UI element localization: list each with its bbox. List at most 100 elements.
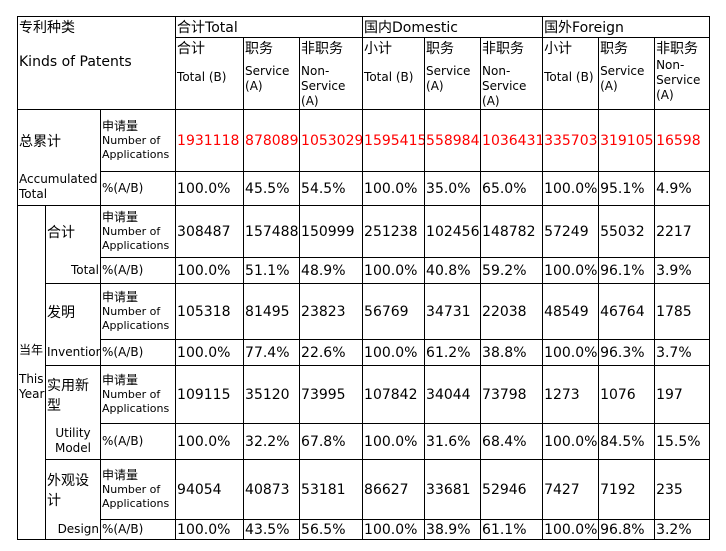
cell-value: 23823: [300, 284, 363, 340]
num-apps-label: 申请量 Number of Applications: [101, 460, 176, 520]
cell-value: 96.3%: [599, 340, 655, 366]
cell-value: 102456: [425, 206, 481, 258]
cell-value: 558984: [425, 110, 481, 172]
cell-value: 86627: [363, 460, 425, 520]
cell-value: 100.0%: [363, 520, 425, 540]
accumulated-apps-row: 总累计 申请量 Number of Applications 1931118 8…: [18, 110, 710, 172]
num-apps-label: 申请量 Number of Applications: [101, 366, 176, 424]
cell-value: 56769: [363, 284, 425, 340]
patent-type-zh: 专利种类: [19, 17, 174, 37]
cell-value: 31.6%: [425, 424, 481, 460]
subcategory-label-zh: 实用新型: [46, 366, 101, 424]
subcol-zh: 职务: [245, 38, 298, 58]
group-header-domestic: 国内Domestic: [363, 17, 543, 38]
subcol-zh: 职务: [426, 38, 479, 58]
this-year-utility-pct-row: Utility Model %(A/B) 100.0% 32.2% 67.8% …: [18, 424, 710, 460]
num-apps-label: 申请量 Number of Applications: [101, 284, 176, 340]
cell-value: 105318: [176, 284, 244, 340]
cell-value: 100.0%: [543, 172, 599, 206]
cell-value: 52946: [481, 460, 543, 520]
subcategory-label-en: Utility Model: [46, 424, 101, 460]
this-year-invention-pct-row: Invention %(A/B) 100.0% 77.4% 22.6% 100.…: [18, 340, 710, 366]
cell-value: 46764: [599, 284, 655, 340]
subcategory-label-en: Total: [46, 258, 101, 284]
cell-value: 1931118: [176, 110, 244, 172]
cell-value: 32.2%: [244, 424, 300, 460]
subcol-header: 非职务Non-Service (A): [300, 38, 363, 110]
patent-type-header-cell: 专利种类 Kinds of Patents: [18, 17, 176, 110]
accumulated-pct-row: Accumulated Total %(A/B) 100.0% 45.5% 54…: [18, 172, 710, 206]
subcol-en: Total (B): [177, 70, 242, 85]
this-year-total-pct-row: Total %(A/B) 100.0% 51.1% 48.9% 100.0% 4…: [18, 258, 710, 284]
cell-value: 22.6%: [300, 340, 363, 366]
patent-type-en: Kinds of Patents: [19, 54, 174, 70]
subcol-zh: 非职务: [656, 38, 708, 58]
cell-value: 48.9%: [300, 258, 363, 284]
subcol-en: Non-Service (A): [656, 58, 708, 103]
cell-value: 1785: [655, 284, 710, 340]
cell-value: 100.0%: [543, 340, 599, 366]
cell-value: 107842: [363, 366, 425, 424]
this-year-label-en: This Year: [19, 372, 44, 402]
cell-value: 40.8%: [425, 258, 481, 284]
accumulated-label-en: Accumulated Total: [18, 172, 101, 206]
cell-value: 51.1%: [244, 258, 300, 284]
subcategory-label-zh: 合计: [46, 206, 101, 258]
cell-value: 84.5%: [599, 424, 655, 460]
this-year-total-apps-row: 当年 This Year 合计 申请量 Number of Applicatio…: [18, 206, 710, 258]
cell-value: 100.0%: [363, 340, 425, 366]
cell-value: 73995: [300, 366, 363, 424]
cell-value: 1595415: [363, 110, 425, 172]
subcol-header: 非职务Non-Service (A): [481, 38, 543, 110]
cell-value: 3.7%: [655, 340, 710, 366]
pct-label: %(A/B): [101, 424, 176, 460]
pct-label: %(A/B): [101, 172, 176, 206]
group-header-foreign: 国外Foreign: [543, 17, 710, 38]
cell-value: 4.9%: [655, 172, 710, 206]
cell-value: 100.0%: [363, 258, 425, 284]
cell-value: 157488: [244, 206, 300, 258]
cell-value: 319105: [599, 110, 655, 172]
cell-value: 150999: [300, 206, 363, 258]
num-apps-label: 申请量 Number of Applications: [101, 206, 176, 258]
cell-value: 1036431: [481, 110, 543, 172]
patent-statistics-table: 专利种类 Kinds of Patents 合计Total 国内Domestic…: [17, 16, 710, 540]
cell-value: 100.0%: [543, 258, 599, 284]
this-year-invention-apps-row: 发明 申请量 Number of Applications 105318 814…: [18, 284, 710, 340]
cell-value: 61.2%: [425, 340, 481, 366]
subcategory-label-zh: 发明: [46, 284, 101, 340]
cell-value: 35120: [244, 366, 300, 424]
subcol-zh: 职务: [600, 38, 653, 58]
cell-value: 235: [655, 460, 710, 520]
cell-value: 197: [655, 366, 710, 424]
subcol-header: 职务 Service (A): [599, 38, 655, 110]
cell-value: 2217: [655, 206, 710, 258]
this-year-utility-apps-row: 实用新型 申请量 Number of Applications 109115 3…: [18, 366, 710, 424]
pct-label: %(A/B): [101, 520, 176, 540]
subcol-en: Service (A): [600, 64, 653, 94]
subcol-header: 合计Total (B): [176, 38, 244, 110]
cell-value: 38.9%: [425, 520, 481, 540]
subcategory-label-en: Design: [46, 520, 101, 540]
cell-value: 77.4%: [244, 340, 300, 366]
cell-value: 55032: [599, 206, 655, 258]
cell-value: 96.8%: [599, 520, 655, 540]
cell-value: 22038: [481, 284, 543, 340]
cell-value: 100.0%: [176, 258, 244, 284]
cell-value: 57249: [543, 206, 599, 258]
cell-value: 7427: [543, 460, 599, 520]
subcol-header: 职务Service (A): [244, 38, 300, 110]
cell-value: 16598: [655, 110, 710, 172]
this-year-label-zh: 当年: [19, 343, 44, 358]
subcol-en: Total (B): [544, 70, 597, 85]
cell-value: 34731: [425, 284, 481, 340]
cell-value: 61.1%: [481, 520, 543, 540]
cell-value: 96.1%: [599, 258, 655, 284]
cell-value: 34044: [425, 366, 481, 424]
subcol-zh: 非职务: [301, 38, 361, 58]
cell-value: 68.4%: [481, 424, 543, 460]
cell-value: 251238: [363, 206, 425, 258]
cell-value: 100.0%: [363, 424, 425, 460]
cell-value: 94054: [176, 460, 244, 520]
cell-value: 33681: [425, 460, 481, 520]
